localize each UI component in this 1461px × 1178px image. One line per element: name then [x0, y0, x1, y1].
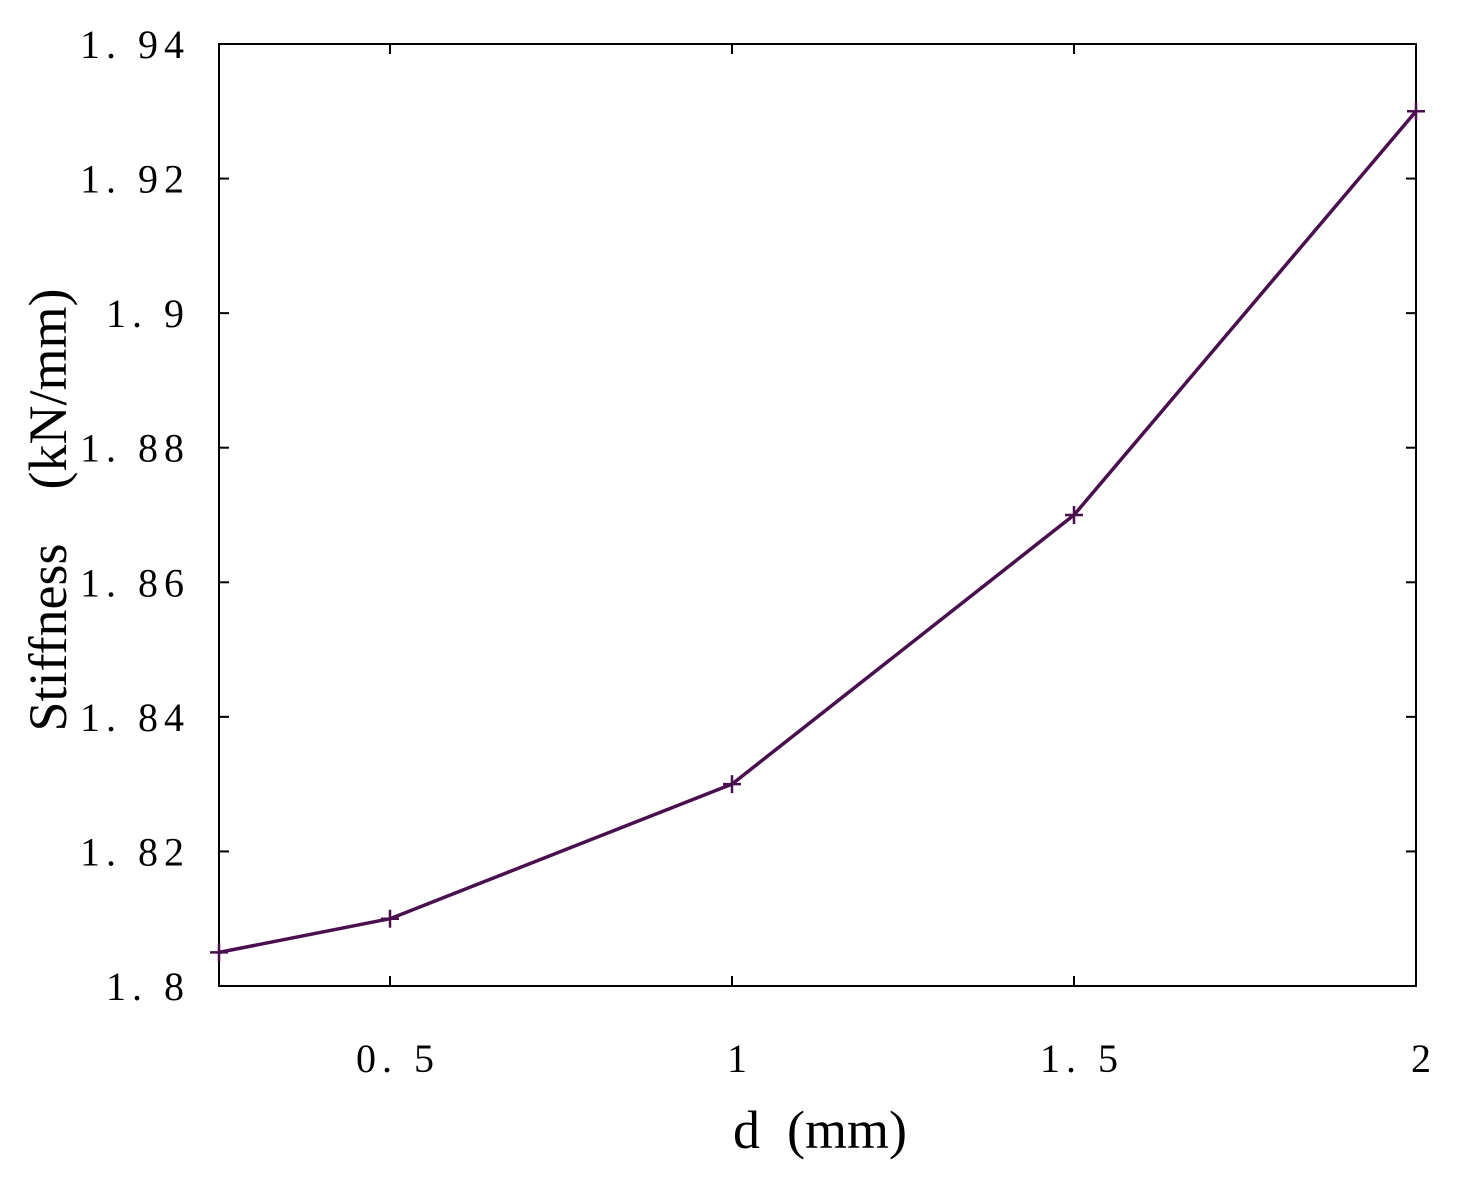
- y-tick-label: 1. 84: [80, 695, 190, 740]
- y-tick-label: 1. 86: [80, 560, 190, 605]
- plot-area: [218, 43, 1417, 987]
- y-tick-label: 1. 8: [106, 964, 190, 1009]
- x-tick-label: 2: [1411, 1036, 1437, 1081]
- data-point-marker: [723, 775, 741, 794]
- data-point-marker: [1065, 506, 1083, 524]
- x-axis-tick-labels: 0. 5 1 1. 5 2: [356, 1036, 1437, 1081]
- x-tick-label: 1. 5: [1040, 1036, 1124, 1081]
- x-axis-title: d (mm): [733, 1100, 907, 1160]
- data-point-marker: [1407, 102, 1425, 121]
- data-point-marker: [210, 943, 228, 962]
- y-tick-label: 1. 92: [80, 157, 190, 202]
- x-tick-label: 1: [727, 1036, 753, 1081]
- y-axis-title: Stiffness (kN/mm): [18, 289, 78, 732]
- y-tick-label: 1. 82: [80, 829, 190, 874]
- plot-border: [218, 43, 1417, 987]
- x-tick-label: 0. 5: [356, 1036, 440, 1081]
- y-tick-label: 1. 9: [106, 291, 190, 336]
- axis-ticks: [219, 43, 1417, 987]
- series-line: [218, 110, 1418, 955]
- y-axis-tick-labels: 1. 8 1. 82 1. 84 1. 86 1. 88 1. 9 1. 92 1. 94: [80, 22, 190, 1009]
- data-point-marker: [381, 909, 399, 928]
- y-tick-label: 1. 94: [80, 22, 190, 67]
- y-tick-label: 1. 88: [80, 426, 190, 471]
- data-series: [210, 102, 1425, 962]
